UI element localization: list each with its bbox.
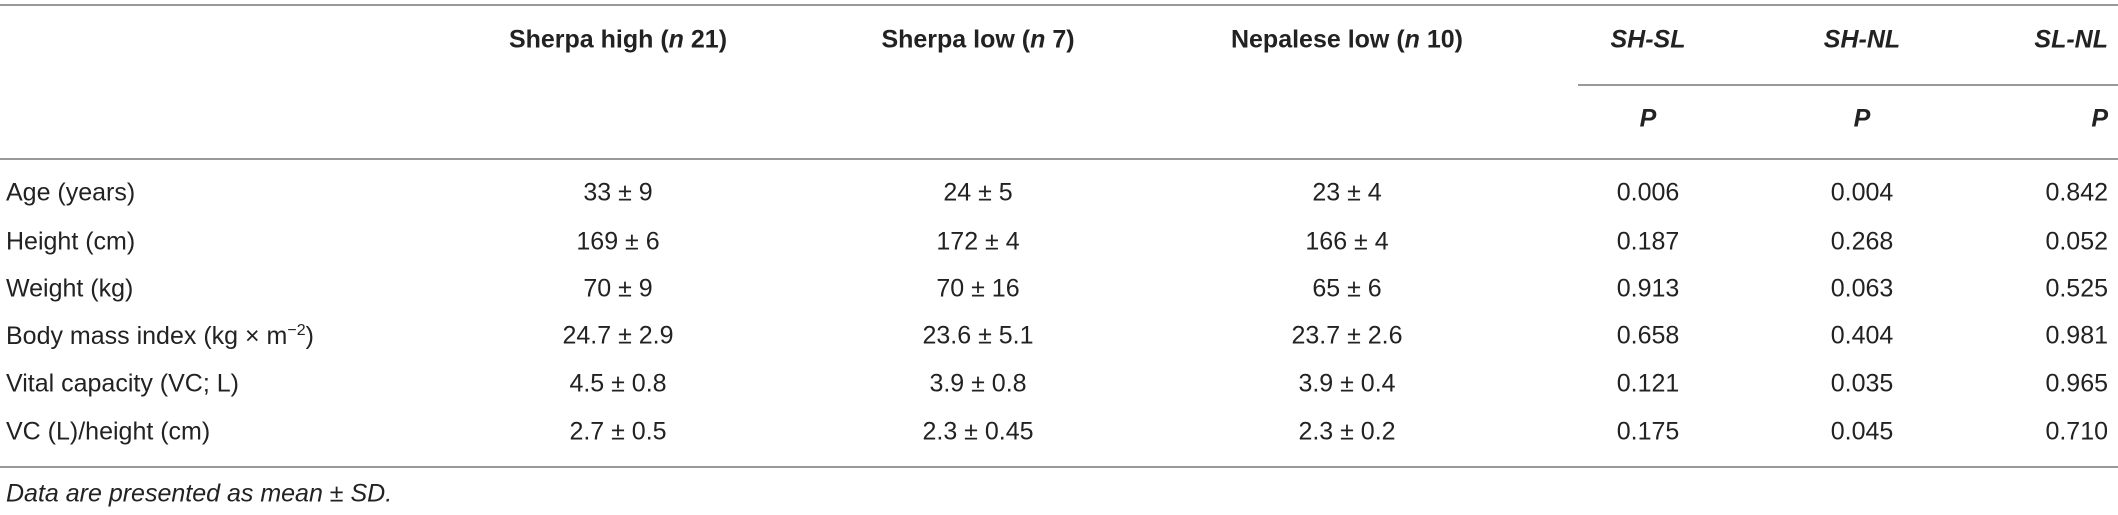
cell-value: 3.9 ± 0.8 [929,369,1027,398]
row-label: Vital capacity (VC; L) [6,369,239,398]
cell-value: 0.006 [1616,178,1680,207]
column-header: SH-SL [1610,25,1686,54]
text-part: Body mass index (kg × m [6,322,288,351]
row-label: Age (years) [6,178,136,207]
cell-value: 0.658 [1616,321,1680,350]
p-header: P [2091,104,2108,133]
cell-value: 0.045 [1830,417,1894,446]
text-part: Sherpa low ( [881,25,1031,54]
text-part: Sherpa high ( [508,25,669,54]
cell-value: 0.035 [1830,369,1894,398]
text-part: Height (cm) [6,227,136,256]
cell-value: 172 ± 4 [936,227,1020,256]
text-part: n [1404,25,1420,54]
cell-value: 2.3 ± 0.2 [1298,417,1396,446]
p-header: P [1639,104,1657,133]
cell-value: 169 ± 6 [576,227,660,256]
cell-value: 2.3 ± 0.45 [922,417,1034,446]
cell-value: 0.063 [1830,274,1894,303]
top-rule [0,4,2118,6]
column-header: SH-NL [1823,25,1901,54]
footnote: Data are presented as mean ± SD. [6,479,393,508]
cell-value: 2.7 ± 0.5 [569,417,667,446]
text-part: 7) [1045,25,1075,54]
cell-value: 0.981 [2045,321,2108,350]
cell-value: 0.842 [2045,178,2108,207]
cell-value: 166 ± 4 [1305,227,1389,256]
header-rule [0,158,2118,160]
cell-value: 0.052 [2045,227,2108,256]
p-rule [1578,84,2118,86]
cell-value: 23.6 ± 5.1 [922,321,1034,350]
cell-value: 0.404 [1830,321,1894,350]
column-header: SL-NL [2034,25,2108,54]
cell-value: 0.004 [1830,178,1894,207]
cell-value: 65 ± 6 [1312,274,1382,303]
cell-value: 33 ± 9 [583,178,653,207]
cell-value: 24.7 ± 2.9 [562,321,674,350]
row-label: Height (cm) [6,227,136,256]
row-label: VC (L)/height (cm) [6,417,211,446]
text-part: −2 [287,321,306,339]
cell-value: 70 ± 16 [936,274,1020,303]
cell-value: 0.710 [2045,417,2108,446]
text-part: Vital capacity (VC; L) [6,369,239,398]
cell-value: 0.965 [2045,369,2108,398]
cell-value: 0.187 [1616,227,1680,256]
cell-value: 0.175 [1616,417,1680,446]
column-header: Nepalese low (n 10) [1230,25,1464,54]
cell-value: 0.268 [1830,227,1894,256]
cell-value: 0.913 [1616,274,1680,303]
cell-value: 4.5 ± 0.8 [569,369,667,398]
cell-value: 70 ± 9 [583,274,653,303]
text-part: n [668,25,684,54]
text-part: Age (years) [6,178,136,207]
column-header: Sherpa high (n 21) [508,25,728,54]
text-part: 10) [1419,25,1464,54]
text-part: SH-NL [1823,25,1901,54]
text-part: VC (L)/height (cm) [6,417,211,446]
row-label: Weight (kg) [6,274,134,303]
text-part: SL-NL [2034,25,2108,54]
cell-value: 0.121 [1616,369,1680,398]
p-header: P [1853,104,1871,133]
column-header: Sherpa low (n 7) [881,25,1075,54]
text-part: ) [305,322,314,351]
row-label: Body mass index (kg × m−2) [6,321,314,351]
bottom-rule [0,466,2118,468]
text-part: Weight (kg) [6,274,134,303]
cell-value: 23.7 ± 2.6 [1291,321,1403,350]
cell-value: 3.9 ± 0.4 [1298,369,1396,398]
text-part: n [1030,25,1046,54]
cell-value: 23 ± 4 [1312,178,1382,207]
text-part: Nepalese low ( [1230,25,1405,54]
cell-value: 0.525 [2045,274,2108,303]
cell-value: 24 ± 5 [943,178,1013,207]
text-part: SH-SL [1610,25,1686,54]
text-part: 21) [683,25,728,54]
